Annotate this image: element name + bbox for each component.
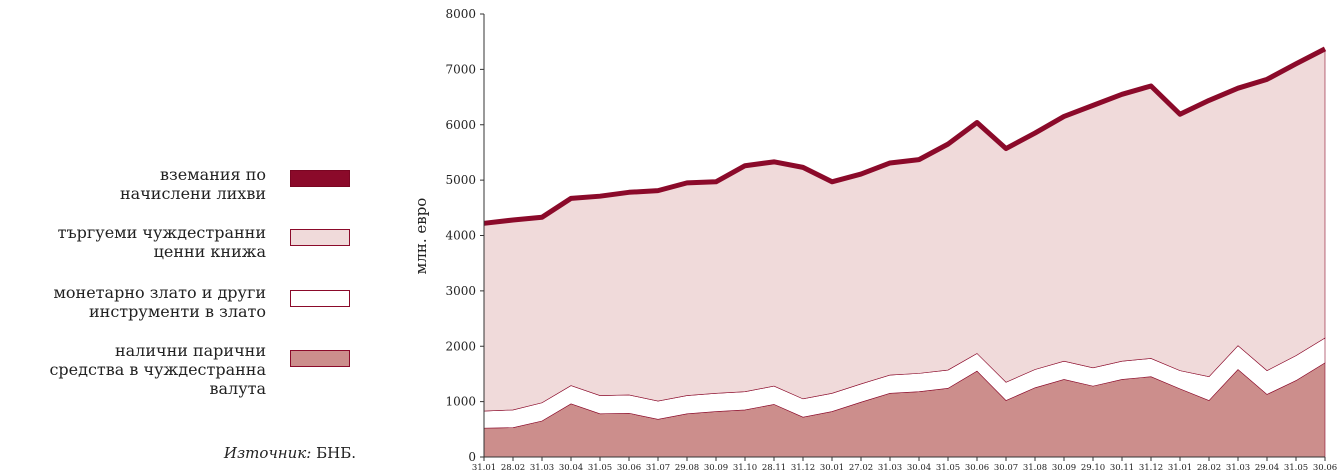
x-tick-label: 28.02 [1197, 463, 1221, 473]
y-tick-label: 4000 [445, 229, 476, 243]
x-tick-label: 27.02 [849, 463, 873, 473]
x-tick-label: 30.01 [820, 463, 844, 473]
x-tick-label: 30.06 [1313, 463, 1337, 473]
source-label: Източник: [223, 444, 312, 462]
x-tick-label: 31.05 [588, 463, 612, 473]
x-tick-label: 31.05 [936, 463, 960, 473]
chart-legend: вземания по начислени лихви търгуеми чуж… [0, 0, 400, 473]
legend-label: търгуеми чуждестранни ценни книжа [57, 223, 266, 261]
x-tick-label: 30.06 [965, 463, 989, 473]
legend-swatch [290, 229, 350, 246]
y-tick-label: 6000 [445, 118, 476, 132]
x-tick-label: 31.12 [791, 463, 815, 473]
x-tick-label: 30.11 [1110, 463, 1134, 473]
x-tick-label: 31.03 [1226, 463, 1250, 473]
source-note: Източник: БНБ. [224, 444, 356, 462]
x-tick-label: 30.09 [1052, 463, 1076, 473]
legend-swatch [290, 290, 350, 307]
x-tick-label: 31.05 [1284, 463, 1308, 473]
legend-swatch [290, 350, 350, 367]
axes [480, 13, 1326, 461]
legend-label: вземания по начислени лихви [120, 165, 266, 203]
x-tick-label: 31.10 [733, 463, 757, 473]
x-tick-label: 30.07 [994, 463, 1018, 473]
y-axis-label: млн. евро [412, 198, 430, 275]
x-tick-label: 31.01 [472, 463, 496, 473]
x-tick-label: 31.03 [878, 463, 902, 473]
y-tick-label: 5000 [445, 173, 476, 187]
area-interest [483, 46, 1327, 226]
x-tick-label: 31.03 [530, 463, 554, 473]
x-tick-label: 31.08 [1023, 463, 1047, 473]
x-tick-label: 31.01 [1168, 463, 1192, 473]
source-value: БНБ. [311, 444, 356, 462]
x-tick-label: 29.10 [1081, 463, 1105, 473]
y-tick-label: 3000 [445, 284, 476, 298]
x-tick-label: 30.04 [907, 463, 931, 473]
x-tick-label: 30.06 [617, 463, 641, 473]
legend-label: налични парични средства в чуждестранна … [49, 341, 266, 398]
x-tick-label: 29.04 [1255, 463, 1279, 473]
y-tick-label: 2000 [445, 339, 476, 353]
x-tick-label: 29.08 [675, 463, 699, 473]
y-tick-label: 0 [468, 450, 476, 464]
y-tick-label: 7000 [445, 62, 476, 76]
x-tick-label: 30.04 [559, 463, 583, 473]
x-tick-label: 30.09 [704, 463, 728, 473]
x-tick-label: 28.02 [501, 463, 525, 473]
y-tick-label: 1000 [445, 395, 476, 409]
x-tick-label: 31.12 [1139, 463, 1163, 473]
legend-swatch [290, 170, 350, 187]
legend-label: монетарно злато и други инструменти в зл… [53, 283, 266, 321]
y-tick-label: 8000 [445, 7, 476, 21]
x-tick-label: 28.11 [762, 463, 786, 473]
x-tick-label: 31.07 [646, 463, 670, 473]
axis-labels: 0 1000 2000 3000 4000 5000 6000 7000 8000 31.01 28… [445, 7, 1337, 473]
plot-areas [483, 46, 1327, 458]
